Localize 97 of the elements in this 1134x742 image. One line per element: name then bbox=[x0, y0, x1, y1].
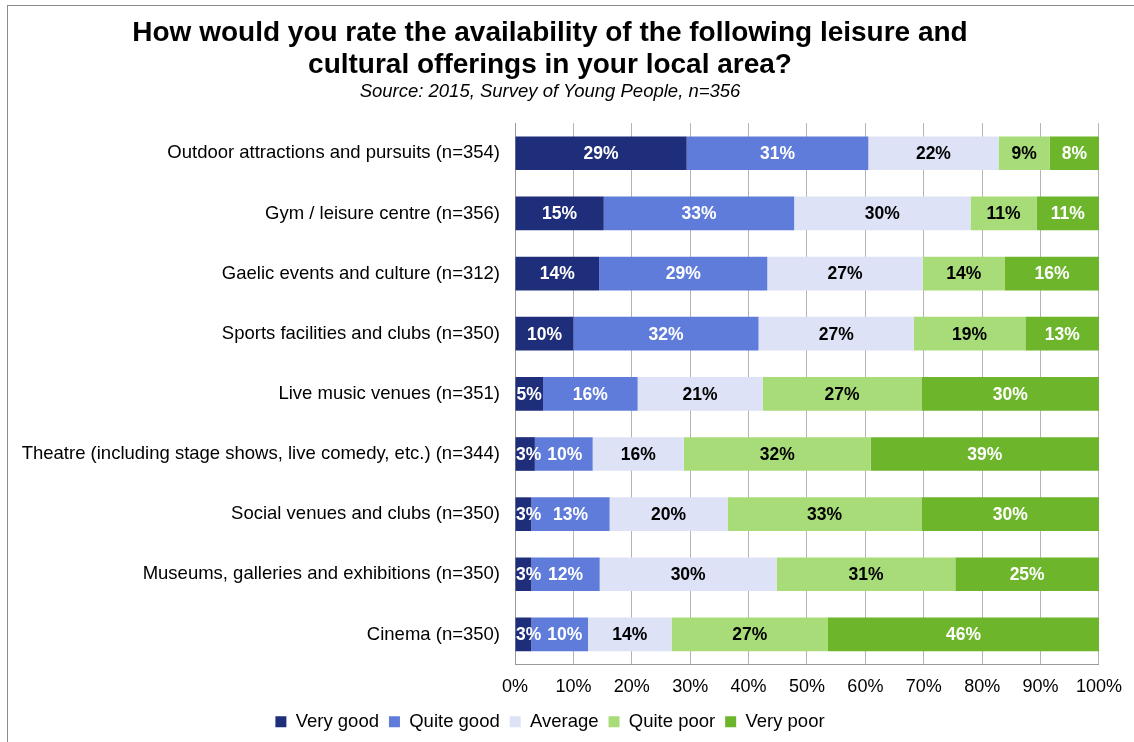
x-tick-label: 60% bbox=[847, 676, 884, 697]
data-label: 46% bbox=[945, 624, 982, 645]
data-label: 16% bbox=[572, 383, 609, 404]
data-label: 3% bbox=[516, 503, 542, 524]
data-label: 27% bbox=[818, 323, 855, 344]
data-label: 14% bbox=[946, 263, 982, 284]
data-label: 11% bbox=[986, 203, 1021, 224]
y-tick-label: Outdoor attractions and pursuits (n=354) bbox=[167, 141, 500, 163]
bar bbox=[637, 377, 763, 411]
data-label: 3% bbox=[516, 624, 542, 645]
data-label: 10% bbox=[526, 323, 563, 344]
data-label: 9% bbox=[1011, 143, 1038, 164]
data-label: 15% bbox=[542, 203, 578, 224]
data-label: 30% bbox=[992, 503, 1029, 524]
data-label: 13% bbox=[552, 503, 589, 524]
data-label: 32% bbox=[648, 323, 684, 344]
bar bbox=[868, 136, 999, 171]
bar bbox=[543, 377, 638, 411]
data-label: 25% bbox=[1009, 564, 1046, 585]
data-label: 27% bbox=[827, 263, 863, 284]
x-tick-label: 20% bbox=[613, 676, 650, 697]
data-label: 39% bbox=[967, 443, 1003, 464]
data-label: 30% bbox=[670, 564, 707, 585]
x-tick-label: 0% bbox=[501, 676, 529, 697]
bar bbox=[592, 437, 684, 471]
bar bbox=[828, 617, 1099, 652]
y-tick-label: Live music venues (n=351) bbox=[278, 381, 500, 403]
bar bbox=[671, 617, 829, 652]
data-label: 27% bbox=[824, 383, 860, 404]
data-label: 16% bbox=[1034, 263, 1070, 284]
x-tick-label: 70% bbox=[905, 676, 942, 697]
legend-label: Very good bbox=[295, 709, 379, 731]
legend-label: Very poor bbox=[745, 709, 825, 731]
bar bbox=[609, 497, 728, 531]
bar bbox=[921, 497, 1099, 531]
bar bbox=[727, 497, 922, 531]
x-tick-label: 90% bbox=[1022, 676, 1059, 697]
bar bbox=[603, 196, 795, 231]
data-label: 3% bbox=[516, 443, 542, 464]
data-label: 33% bbox=[806, 503, 843, 524]
data-label: 11% bbox=[1050, 203, 1086, 224]
legend-label: Quite good bbox=[409, 709, 500, 731]
data-label: 27% bbox=[732, 624, 768, 645]
data-label: 31% bbox=[759, 143, 796, 164]
y-tick-label: Theatre (including stage shows, live comedy, etc.) (n=344) bbox=[21, 442, 500, 464]
data-label: 32% bbox=[759, 443, 796, 464]
data-label: 30% bbox=[992, 383, 1029, 404]
legend-label: Average bbox=[529, 709, 599, 731]
bar bbox=[686, 136, 869, 171]
data-label: 19% bbox=[952, 323, 988, 344]
data-label: 10% bbox=[547, 624, 583, 645]
bar bbox=[794, 196, 971, 231]
bar bbox=[955, 557, 1099, 592]
bar bbox=[921, 377, 1099, 411]
bar bbox=[767, 256, 923, 291]
x-tick-label: 100% bbox=[1075, 676, 1122, 697]
bar bbox=[515, 136, 687, 171]
data-label: 14% bbox=[612, 624, 648, 645]
y-tick-label: Cinema (n=350) bbox=[366, 622, 500, 644]
data-label: 8% bbox=[1061, 143, 1088, 164]
bar bbox=[762, 377, 922, 411]
data-label: 20% bbox=[651, 503, 687, 524]
data-label: 13% bbox=[1044, 323, 1081, 344]
data-label: 3% bbox=[516, 564, 542, 585]
data-label: 29% bbox=[665, 263, 702, 284]
bar bbox=[683, 437, 871, 471]
y-tick-label: Museums, galleries and exhibitions (n=350) bbox=[142, 562, 500, 584]
data-label: 22% bbox=[915, 143, 952, 164]
data-label: 12% bbox=[548, 564, 584, 585]
data-label: 31% bbox=[848, 564, 884, 585]
x-tick-label: 50% bbox=[788, 676, 826, 697]
x-tick-label: 30% bbox=[672, 676, 709, 697]
data-label: 10% bbox=[547, 443, 583, 464]
chart-subtitle: Source: 2015, Survey of Young People, n=356 bbox=[359, 80, 742, 102]
bar bbox=[599, 557, 777, 592]
data-label: 14% bbox=[539, 263, 576, 284]
chart-title: How would you rate the availability of the following leisure and cultural offerings in your local area? bbox=[132, 16, 968, 79]
bar bbox=[913, 316, 1026, 351]
bar bbox=[870, 437, 1099, 471]
bar bbox=[776, 557, 956, 592]
legend-label: Quite poor bbox=[628, 709, 716, 731]
data-label: 30% bbox=[864, 203, 901, 224]
x-tick-label: 40% bbox=[730, 676, 767, 697]
data-label: 29% bbox=[583, 143, 620, 164]
data-label: 16% bbox=[620, 443, 657, 464]
data-label: 5% bbox=[516, 383, 543, 404]
y-tick-label: Sports facilities and clubs (n=350) bbox=[221, 321, 500, 343]
x-tick-label: 80% bbox=[964, 676, 1001, 697]
y-tick-label: Gaelic events and culture (n=312) bbox=[221, 261, 500, 283]
y-tick-label: Gym / leisure centre (n=356) bbox=[265, 201, 500, 223]
data-label: 21% bbox=[682, 383, 719, 404]
bar bbox=[758, 316, 914, 351]
y-tick-label: Social venues and clubs (n=350) bbox=[231, 502, 500, 524]
bar bbox=[573, 316, 759, 351]
x-tick-label: 10% bbox=[555, 676, 592, 697]
bar bbox=[599, 256, 768, 291]
data-label: 33% bbox=[681, 203, 717, 224]
